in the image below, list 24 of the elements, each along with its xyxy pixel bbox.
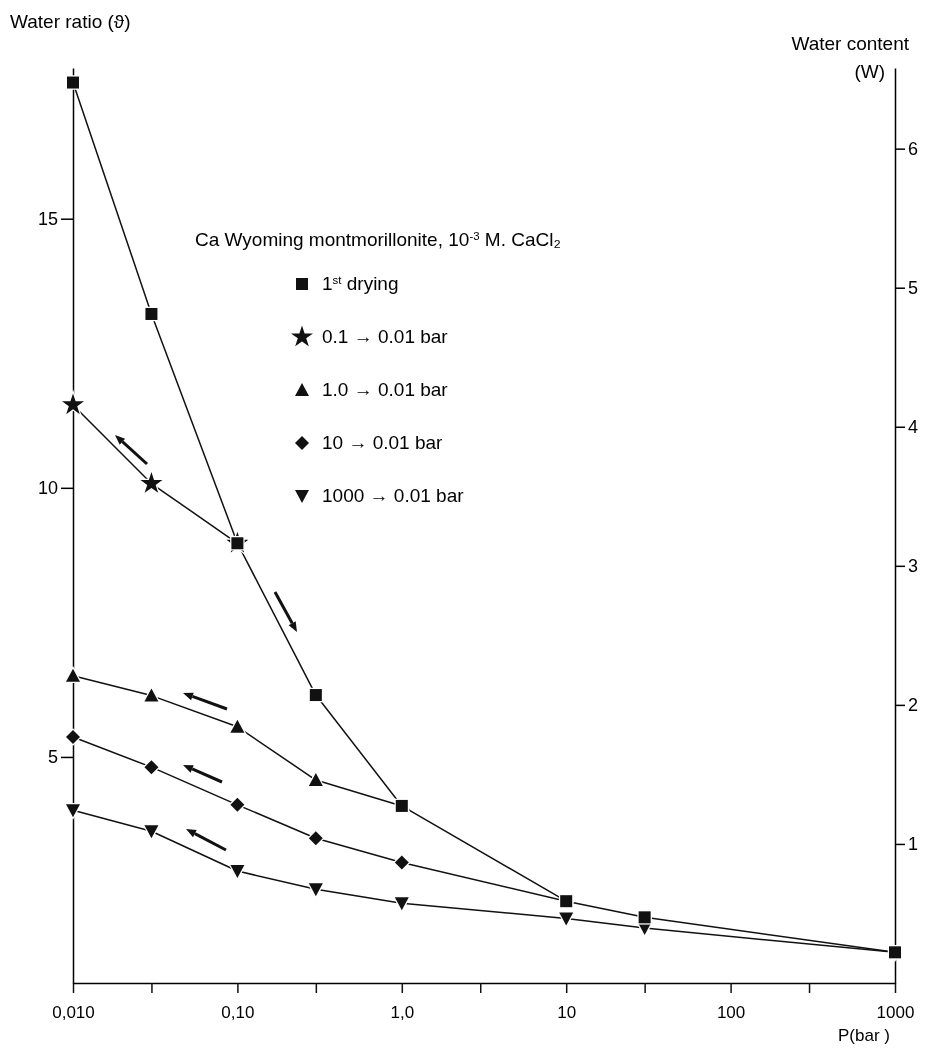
x-tick-label: 0,010 bbox=[52, 1003, 95, 1023]
x-tick-label: 100 bbox=[716, 1003, 746, 1023]
x-tick-label: 1,0 bbox=[390, 1003, 415, 1023]
y2-tick-label: 3 bbox=[908, 556, 919, 577]
legend-label: 10 → 0.01 bar bbox=[322, 432, 444, 453]
y2-tick-label: 2 bbox=[908, 695, 919, 716]
y2-tick-label: 4 bbox=[908, 417, 919, 438]
legend-label: 1$^{st}$ drying bbox=[322, 273, 399, 294]
y-axis-title: Water ratio (ϑ) bbox=[10, 11, 131, 32]
y2-tick-label: 5 bbox=[908, 277, 919, 298]
legend-label: 1.0 → 0.01 bar bbox=[322, 379, 449, 400]
legend-label: 0.1 → 0.01 bar bbox=[322, 326, 449, 347]
y-tick-label: 10 bbox=[37, 478, 58, 499]
x-tick-label: 10 bbox=[557, 1003, 577, 1023]
y2-tick-label: 1 bbox=[908, 834, 919, 855]
y2-axis-title: Water content (W) bbox=[791, 33, 910, 82]
y2-tick-label: 6 bbox=[908, 138, 919, 159]
x-tick-label: 1000 bbox=[876, 1003, 915, 1023]
legend-label: 1000 → 0.01 bar bbox=[322, 485, 465, 506]
y-tick-label: 5 bbox=[47, 747, 58, 768]
y-tick-label: 15 bbox=[37, 208, 58, 229]
x-axis-title: P(bar ) bbox=[838, 1026, 890, 1045]
x-tick-label: 0,10 bbox=[221, 1003, 255, 1023]
legend-title: Ca Wyoming montmorillonite, 10$^{-3}$ M. CaCl₂ bbox=[195, 229, 561, 250]
